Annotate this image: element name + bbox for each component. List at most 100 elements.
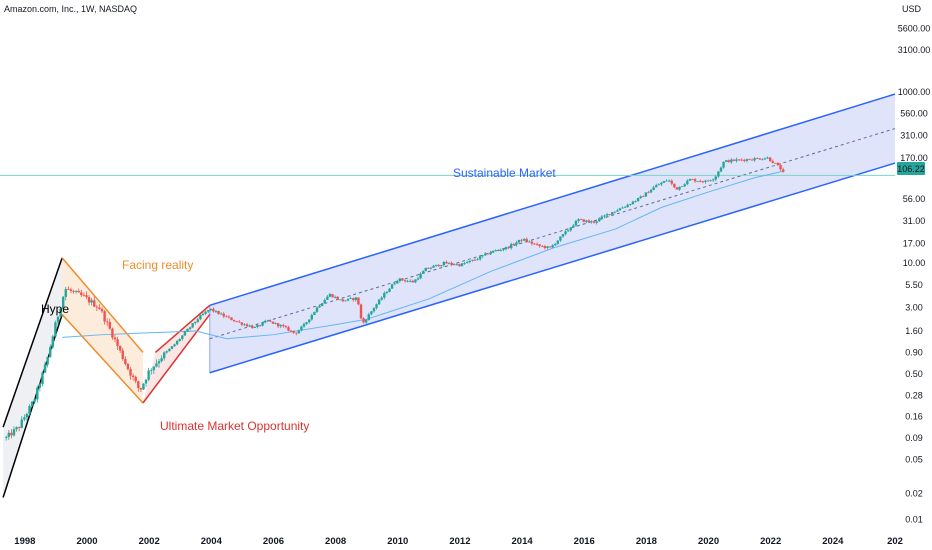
candle-body xyxy=(680,186,684,188)
y-tick-label: 170.00 xyxy=(900,153,928,163)
candle-body xyxy=(225,316,228,318)
candle-body xyxy=(323,299,326,304)
candle-body xyxy=(396,280,399,284)
annotation-facing-reality: Facing reality xyxy=(122,258,193,272)
candle-body xyxy=(357,297,360,305)
candle-body xyxy=(517,239,521,243)
candle-body xyxy=(20,419,23,428)
candle-body xyxy=(160,358,163,362)
candle-body xyxy=(556,240,560,244)
candle-body xyxy=(137,381,140,388)
candle-body xyxy=(157,361,161,364)
candle-body xyxy=(199,315,202,320)
candle-body xyxy=(230,317,233,321)
candle-body xyxy=(670,180,673,184)
candle-body xyxy=(106,321,109,323)
candle-body xyxy=(603,215,606,217)
candle-body xyxy=(232,320,236,322)
y-tick-label: 1000.00 xyxy=(898,87,931,97)
y-tick-label: 560.00 xyxy=(900,109,928,119)
candle-body xyxy=(719,167,723,172)
x-tick-label: 2020 xyxy=(698,536,719,547)
candle-body xyxy=(463,263,466,264)
candle-body xyxy=(510,244,513,249)
candle-body xyxy=(440,265,443,267)
y-tick-label: 17.00 xyxy=(903,238,926,248)
candle-body xyxy=(766,157,769,159)
candle-body xyxy=(310,314,313,320)
candle-body xyxy=(525,239,528,242)
candle-body xyxy=(507,247,510,249)
candle-body xyxy=(165,351,168,353)
candle-body xyxy=(388,288,391,292)
sustainable-lower-line xyxy=(209,162,896,374)
candle-body xyxy=(592,221,596,223)
candle-body xyxy=(367,314,370,320)
candle-body xyxy=(129,369,132,376)
candle-body xyxy=(111,328,114,338)
candle-body xyxy=(64,289,67,297)
candle-body xyxy=(100,308,104,312)
candle-body xyxy=(626,204,629,207)
candle-body xyxy=(541,245,544,247)
candle-body xyxy=(80,292,83,296)
candle-body xyxy=(776,163,780,166)
candle-body xyxy=(644,192,648,197)
candle-body xyxy=(398,278,402,281)
candle-body xyxy=(269,320,272,322)
candle-body xyxy=(61,296,65,309)
candle-body xyxy=(258,325,262,326)
candle-body xyxy=(103,311,106,322)
y-tick-label: 56.00 xyxy=(903,194,926,204)
candle-body xyxy=(289,330,293,332)
last-price-badge: 106.22 xyxy=(897,162,925,175)
candle-body xyxy=(326,296,329,300)
candle-body xyxy=(282,325,285,327)
candle-body xyxy=(93,300,96,307)
candle-body xyxy=(447,262,451,264)
candle-body xyxy=(240,322,244,325)
candle-body xyxy=(561,234,565,237)
candle-body xyxy=(465,262,469,264)
candle-body xyxy=(515,242,518,245)
candle-body xyxy=(629,204,632,205)
candle-body xyxy=(489,252,492,255)
candle-body xyxy=(85,295,88,298)
candle-body xyxy=(331,294,334,298)
x-tick-label: 2018 xyxy=(636,536,657,547)
candle-body xyxy=(634,201,637,202)
candle-body xyxy=(15,427,18,430)
candle-body xyxy=(150,370,153,371)
symbol-title: Amazon.com, Inc., 1W, NASDAQ xyxy=(4,4,137,14)
candle-body xyxy=(10,432,13,436)
x-tick-label: 2014 xyxy=(512,536,534,547)
candle-body xyxy=(722,161,725,168)
candle-body xyxy=(217,310,220,315)
candle-body xyxy=(660,182,663,185)
candle-body xyxy=(434,264,438,266)
candle-body xyxy=(116,339,119,346)
candle-body xyxy=(49,347,52,357)
candle-body xyxy=(649,189,653,193)
candle-body xyxy=(121,350,124,359)
candle-body xyxy=(82,295,86,296)
candle-body xyxy=(253,327,257,328)
candle-body xyxy=(38,384,42,388)
candle-body xyxy=(740,159,743,161)
candle-body xyxy=(90,300,93,303)
candle-body xyxy=(212,308,215,312)
candle-body xyxy=(5,436,8,438)
candle-body xyxy=(662,181,666,183)
candle-body xyxy=(442,261,446,266)
sustainable-upper-line xyxy=(209,93,896,307)
candle-body xyxy=(595,221,598,223)
candle-body xyxy=(499,250,503,251)
y-tick-label: 0.28 xyxy=(905,391,923,401)
y-tick-label: 0.02 xyxy=(905,489,923,499)
candle-body xyxy=(704,180,707,182)
candle-body xyxy=(611,212,614,215)
candle-body xyxy=(460,263,464,267)
candle-body xyxy=(608,214,611,216)
candle-body xyxy=(243,324,246,326)
